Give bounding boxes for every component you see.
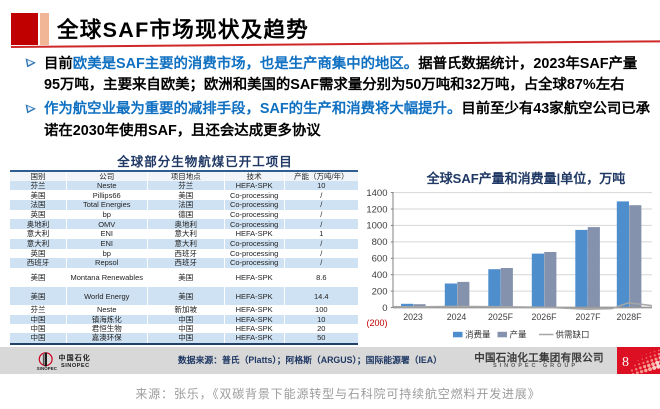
svg-text:200: 200: [372, 286, 388, 297]
svg-text:0: 0: [382, 303, 387, 314]
svg-text:2028F: 2028F: [617, 312, 643, 322]
svg-text:2024: 2024: [447, 312, 467, 322]
svg-text:SINOPEC: SINOPEC: [37, 366, 58, 371]
svg-text:400: 400: [372, 270, 388, 281]
svg-text:2027F: 2027F: [576, 312, 602, 322]
svg-text:8: 8: [622, 355, 629, 370]
svg-text:(200): (200): [366, 318, 387, 328]
svg-text:2026F: 2026F: [532, 312, 558, 322]
svg-text:800: 800: [372, 237, 388, 248]
svg-text:2025F: 2025F: [488, 312, 514, 322]
svg-text:2023: 2023: [403, 312, 423, 322]
svg-text:1000: 1000: [366, 221, 387, 232]
svg-text:1200: 1200: [366, 204, 387, 215]
svg-text:供需缺口: 供需缺口: [556, 330, 590, 340]
svg-text:产量: 产量: [510, 330, 528, 340]
svg-text:消费量: 消费量: [465, 330, 491, 340]
svg-text:600: 600: [372, 254, 388, 265]
svg-text:1400: 1400: [366, 188, 387, 199]
